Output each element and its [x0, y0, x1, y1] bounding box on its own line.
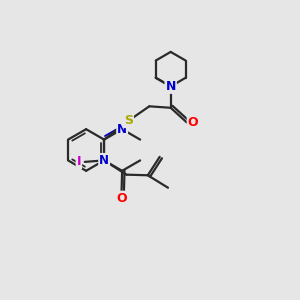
Text: N: N — [166, 80, 176, 93]
Text: I: I — [76, 155, 81, 168]
Text: O: O — [188, 116, 198, 129]
Text: O: O — [116, 192, 127, 205]
Text: N: N — [117, 123, 127, 136]
Text: N: N — [99, 154, 109, 167]
Text: S: S — [124, 114, 133, 127]
